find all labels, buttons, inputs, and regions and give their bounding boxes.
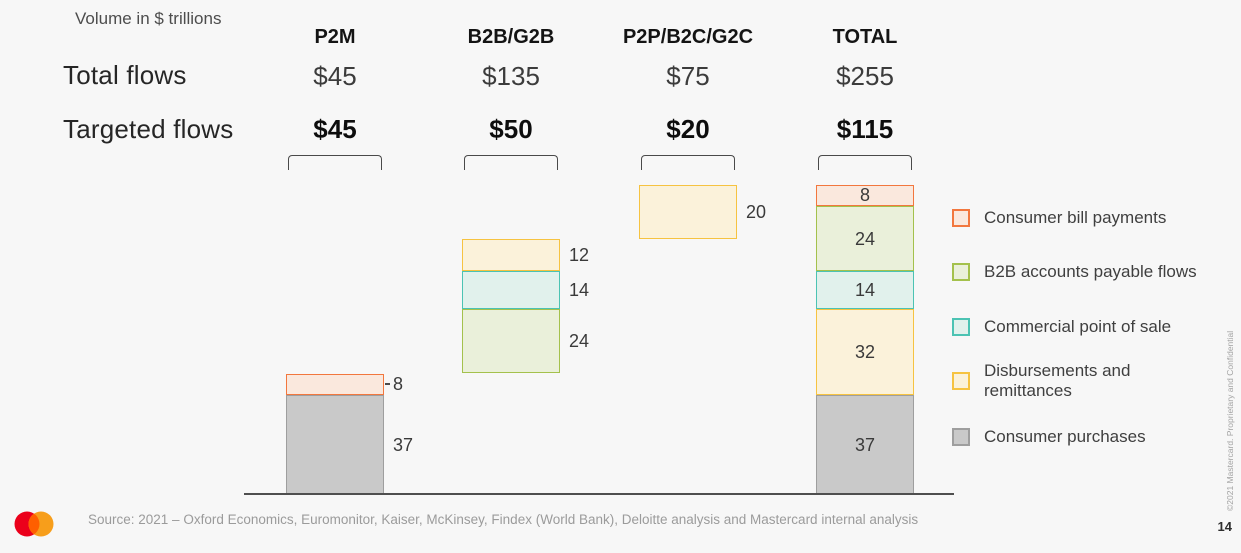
b2b-accounts-payable-swatch-icon xyxy=(952,263,970,281)
bar-value-label: 12 xyxy=(569,244,590,265)
bar-segment-disbursements_remittances xyxy=(639,184,737,239)
legend-item-b2b_accounts_payable: B2B accounts payable flows xyxy=(952,262,1197,282)
disbursements-remittances-swatch-icon xyxy=(952,372,970,390)
source-text: Source: 2021 – Oxford Economics, Euromon… xyxy=(88,512,919,527)
legend-item-consumer_purchases: Consumer purchases xyxy=(952,427,1146,447)
mastercard-logo-icon xyxy=(14,511,54,537)
bar-segment-disbursements_remittances xyxy=(816,308,914,396)
legend-label: Consumer bill payments xyxy=(984,208,1167,227)
commercial-pos-swatch-icon xyxy=(952,318,970,336)
targeted-flows-row-label: Targeted flows xyxy=(63,114,234,144)
page-number: 14 xyxy=(1217,519,1232,534)
legend-label: Disbursements and remittances xyxy=(984,361,1131,400)
bar-segment-commercial_pos xyxy=(816,270,914,309)
bar-value-label: 8 xyxy=(393,374,404,395)
targeted-bracket xyxy=(641,155,735,170)
bar-segment-consumer_purchases xyxy=(816,395,914,495)
legend-label: Commercial point of sale xyxy=(984,317,1172,336)
legend-item-commercial_pos: Commercial point of sale xyxy=(952,317,1171,337)
bar-segment-consumer_bill_payments xyxy=(286,373,384,396)
bar-segment-b2b_accounts_payable xyxy=(816,206,914,271)
bar-segment-b2b_accounts_payable xyxy=(462,308,560,374)
consumer-purchases-swatch-icon xyxy=(952,428,970,446)
bar-value-label: 14 xyxy=(569,279,590,300)
total-flows-value: $135 xyxy=(482,61,540,91)
total-flows-value: $45 xyxy=(313,61,357,91)
legend-item-disbursements_remittances: Disbursements and remittances xyxy=(952,361,1130,401)
column-header-TOTAL: TOTAL xyxy=(832,26,898,48)
bar-value-label: 14 xyxy=(854,279,876,300)
bar-value-label: 24 xyxy=(569,331,590,352)
bar-value-label: 20 xyxy=(746,201,767,222)
legend-label: Consumer purchases xyxy=(984,427,1146,446)
column-header-P2M: P2M xyxy=(314,26,356,48)
targeted-bracket xyxy=(818,155,912,170)
copyright-vertical-text: ©2021 Mastercard. Proprietary and Confid… xyxy=(1225,330,1235,511)
targeted-flows-value: $45 xyxy=(313,114,357,144)
column-header-B2B/G2B: B2B/G2B xyxy=(467,26,555,48)
targeted-flows-value: $115 xyxy=(836,114,894,144)
legend-label: B2B accounts payable flows xyxy=(984,262,1197,281)
targeted-flows-value: $20 xyxy=(666,114,710,144)
bar-value-label: 8 xyxy=(859,185,870,206)
total-flows-row-label: Total flows xyxy=(63,60,187,90)
bar-value-label: 37 xyxy=(854,435,876,456)
column-header-P2P/B2C/G2C: P2P/B2C/G2C xyxy=(622,26,754,48)
bar-segment-consumer_bill_payments xyxy=(816,184,914,207)
axis-baseline xyxy=(244,493,954,495)
total-flows-value: $75 xyxy=(666,61,710,91)
legend-item-consumer_bill_payments: Consumer bill payments xyxy=(952,208,1166,228)
bar-segment-consumer_purchases xyxy=(286,395,384,495)
bar-value-label: 37 xyxy=(393,435,414,456)
targeted-bracket xyxy=(464,155,558,170)
targeted-flows-value: $50 xyxy=(489,114,533,144)
bar-value-label: 32 xyxy=(854,341,876,362)
bar-segment-disbursements_remittances xyxy=(462,238,560,271)
label-leader-tick xyxy=(385,383,390,386)
bar-value-label: 24 xyxy=(854,228,876,249)
units-label: Volume in $ trillions xyxy=(75,9,222,28)
targeted-bracket xyxy=(288,155,382,170)
consumer-bill-payments-swatch-icon xyxy=(952,209,970,227)
total-flows-value: $255 xyxy=(836,61,894,91)
bar-segment-commercial_pos xyxy=(462,270,560,309)
